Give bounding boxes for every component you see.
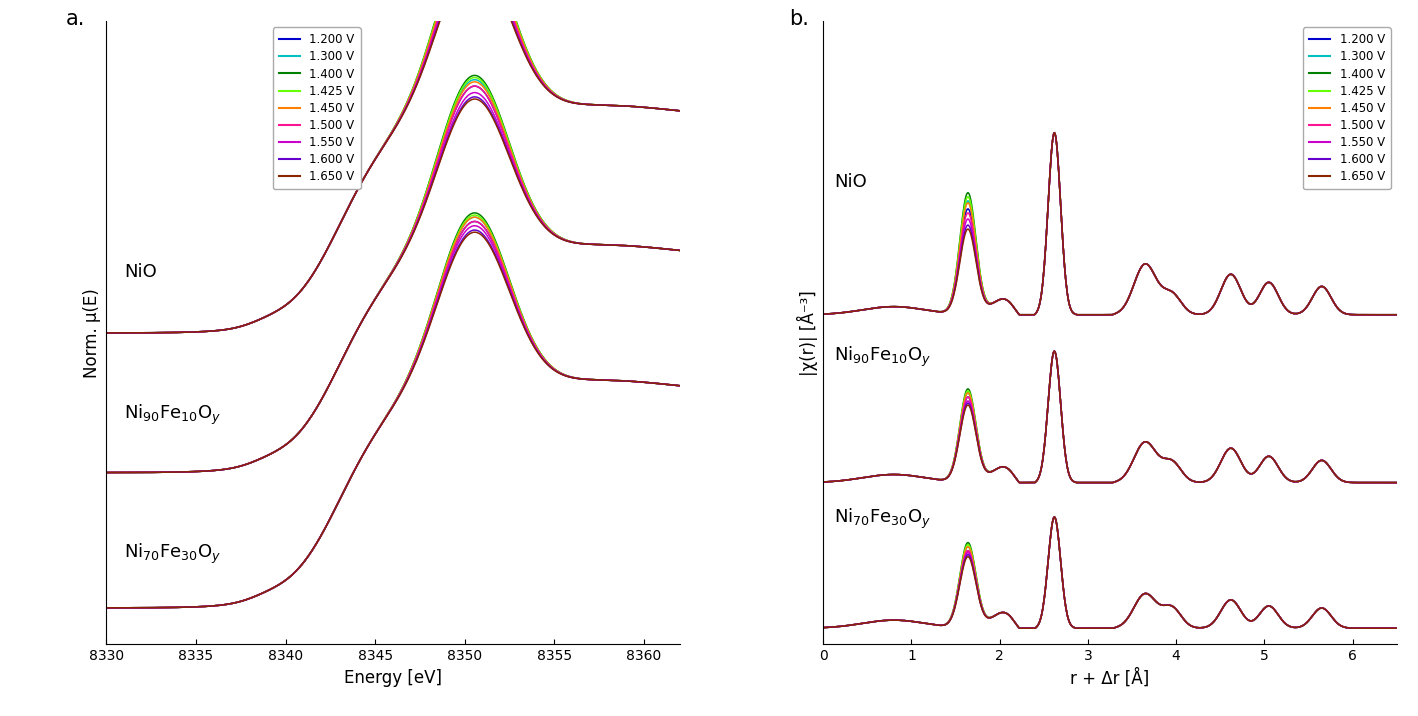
X-axis label: Energy [eV]: Energy [eV] xyxy=(345,669,442,687)
Legend: 1.200 V, 1.300 V, 1.400 V, 1.425 V, 1.450 V, 1.500 V, 1.550 V, 1.600 V, 1.650 V: 1.200 V, 1.300 V, 1.400 V, 1.425 V, 1.45… xyxy=(272,27,360,189)
Y-axis label: |χ(r)| [Å⁻³]: |χ(r)| [Å⁻³] xyxy=(797,290,818,376)
Text: Ni$_{90}$Fe$_{10}$O$_{y}$: Ni$_{90}$Fe$_{10}$O$_{y}$ xyxy=(125,402,221,427)
Text: b.: b. xyxy=(788,9,808,29)
Legend: 1.200 V, 1.300 V, 1.400 V, 1.425 V, 1.450 V, 1.500 V, 1.550 V, 1.600 V, 1.650 V: 1.200 V, 1.300 V, 1.400 V, 1.425 V, 1.45… xyxy=(1303,27,1391,189)
Text: NiO: NiO xyxy=(834,173,866,191)
Y-axis label: Norm. μ(E): Norm. μ(E) xyxy=(82,288,101,378)
Text: Ni$_{70}$Fe$_{30}$O$_{y}$: Ni$_{70}$Fe$_{30}$O$_{y}$ xyxy=(125,542,221,566)
X-axis label: r + Δr [Å]: r + Δr [Å] xyxy=(1071,669,1150,688)
Text: NiO: NiO xyxy=(125,263,157,281)
Text: a.: a. xyxy=(67,9,85,29)
Text: Ni$_{70}$Fe$_{30}$O$_{y}$: Ni$_{70}$Fe$_{30}$O$_{y}$ xyxy=(834,507,932,531)
Text: Ni$_{90}$Fe$_{10}$O$_{y}$: Ni$_{90}$Fe$_{10}$O$_{y}$ xyxy=(834,345,932,369)
